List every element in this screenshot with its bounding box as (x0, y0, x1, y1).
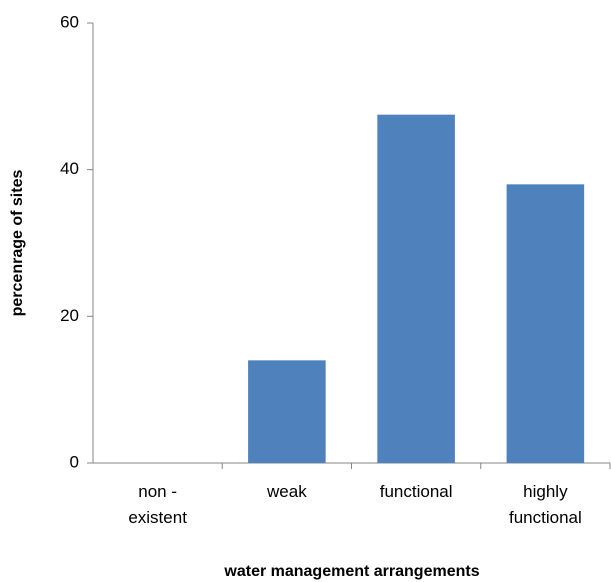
x-tick-label-box: weak (267, 482, 307, 501)
bar (377, 114, 455, 464)
x-tick-label: non - existent (128, 482, 187, 527)
y-tick-label: 60 (60, 12, 79, 31)
x-tick-label-box: non - existent (128, 482, 187, 527)
x-axis-label: water management arrangements (223, 563, 479, 580)
bar (248, 360, 326, 463)
y-tick-label: 20 (60, 306, 79, 325)
x-tick-label-box: functional (379, 482, 453, 501)
x-tick-label: highly functional (508, 482, 582, 527)
x-tick-label-box: highly functional (508, 482, 582, 527)
y-tick-label: 0 (70, 452, 79, 471)
y-axis-label: percenrage of sites (9, 170, 26, 317)
x-tick-label: weak (267, 482, 307, 501)
x-tick-label: functional (379, 482, 453, 501)
bar (506, 184, 585, 464)
y-tick-label: 40 (60, 159, 79, 178)
